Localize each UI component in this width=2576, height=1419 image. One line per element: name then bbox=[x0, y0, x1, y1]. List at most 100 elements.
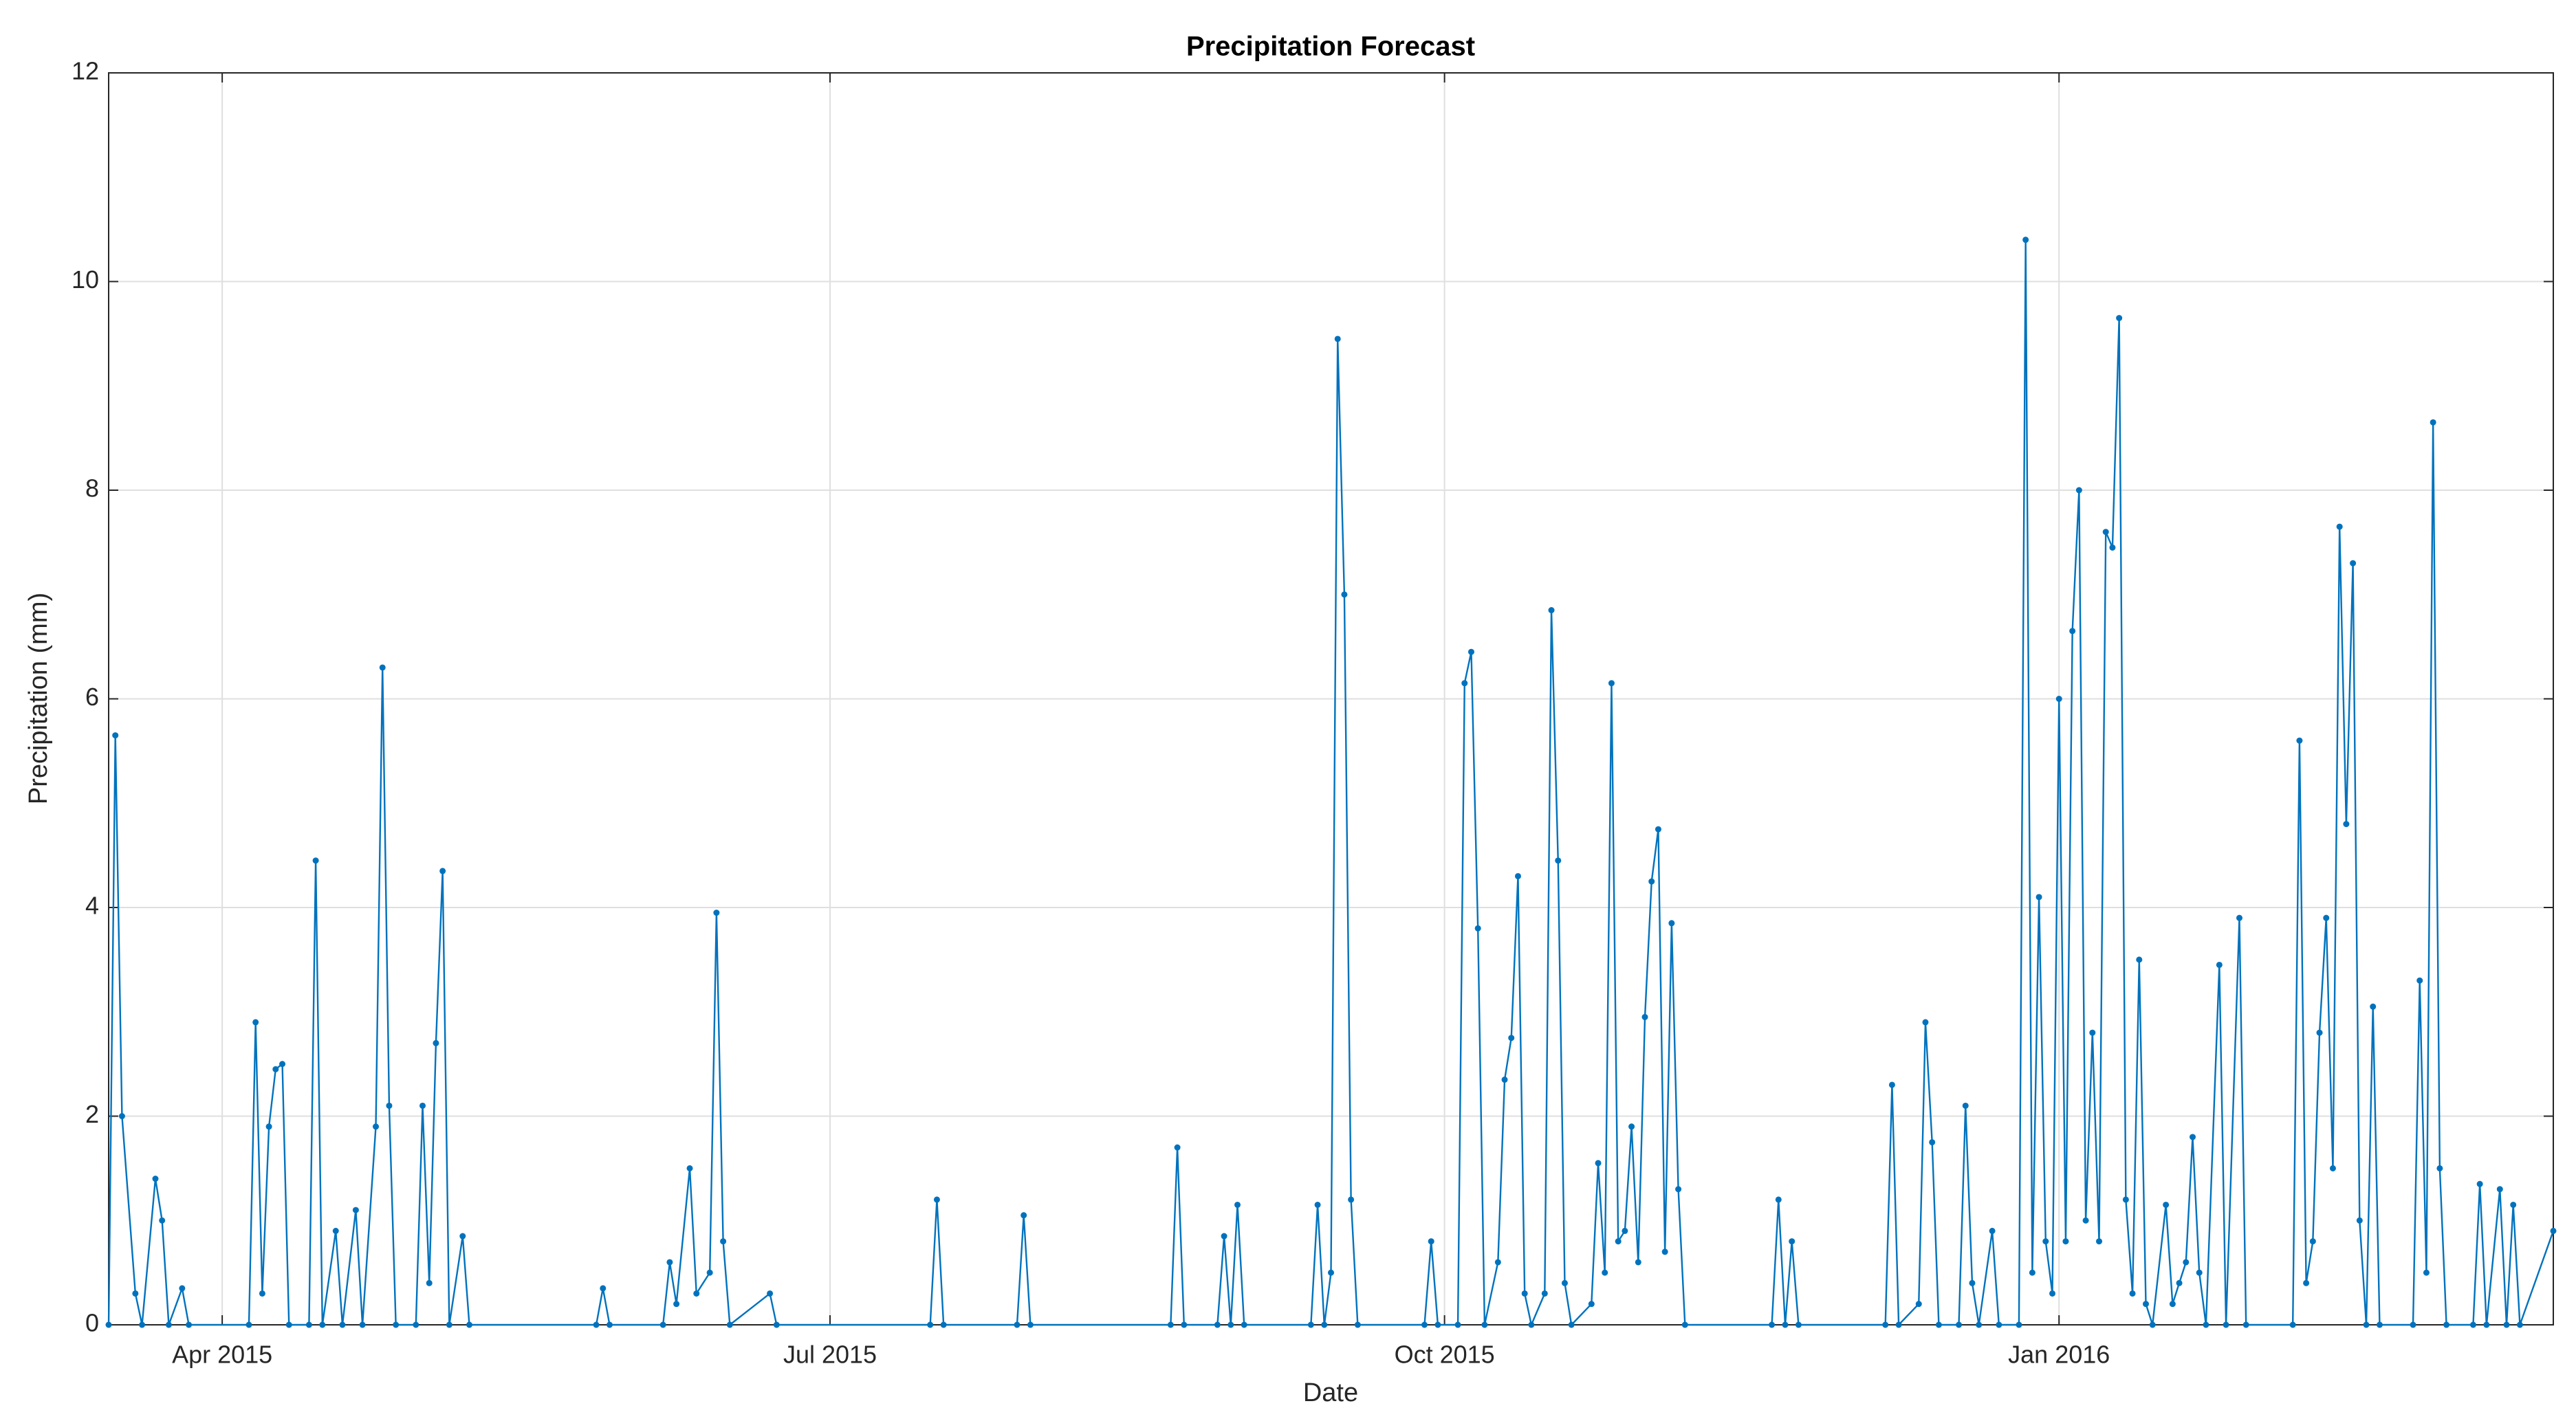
data-point bbox=[713, 910, 720, 916]
data-point bbox=[2430, 419, 2436, 426]
data-point bbox=[2089, 1029, 2096, 1036]
data-point bbox=[265, 1123, 272, 1130]
data-point bbox=[1622, 1227, 1628, 1234]
data-point bbox=[359, 1321, 366, 1328]
data-point bbox=[2483, 1321, 2490, 1328]
y-tick-label: 2 bbox=[85, 1100, 99, 1128]
data-point bbox=[927, 1321, 934, 1328]
data-point bbox=[1628, 1123, 1635, 1130]
data-point bbox=[112, 732, 119, 739]
data-point bbox=[433, 1040, 439, 1046]
data-point bbox=[2510, 1201, 2517, 1208]
data-point bbox=[1341, 591, 1348, 598]
data-point bbox=[1675, 1186, 1682, 1193]
data-point bbox=[1014, 1321, 1020, 1328]
data-point bbox=[305, 1321, 312, 1328]
data-point bbox=[2022, 236, 2029, 243]
data-point bbox=[159, 1217, 166, 1224]
data-point bbox=[279, 1061, 286, 1068]
data-point bbox=[152, 1176, 159, 1182]
data-point bbox=[1888, 1081, 1895, 1088]
data-point bbox=[720, 1238, 727, 1245]
data-point bbox=[379, 664, 386, 671]
data-point bbox=[1789, 1238, 1795, 1245]
data-point bbox=[673, 1301, 680, 1308]
data-point bbox=[1769, 1321, 1776, 1328]
data-point bbox=[1555, 857, 1562, 864]
x-axis-label: Date bbox=[1303, 1378, 1358, 1407]
data-point bbox=[2356, 1217, 2363, 1224]
data-point bbox=[393, 1321, 400, 1328]
data-point bbox=[2316, 1029, 2323, 1036]
data-point bbox=[1501, 1076, 1508, 1083]
data-point bbox=[1314, 1201, 1321, 1208]
data-point bbox=[1354, 1321, 1361, 1328]
data-point bbox=[2309, 1238, 2316, 1245]
data-point bbox=[1989, 1227, 1996, 1234]
data-point bbox=[2423, 1269, 2430, 1276]
data-point bbox=[2503, 1321, 2510, 1328]
data-point bbox=[165, 1321, 172, 1328]
data-point bbox=[1608, 680, 1615, 687]
data-point bbox=[726, 1321, 733, 1328]
data-point bbox=[1775, 1196, 1782, 1203]
data-point bbox=[1681, 1321, 1688, 1328]
data-point bbox=[2236, 914, 2242, 921]
data-point bbox=[2496, 1186, 2503, 1193]
data-point bbox=[1508, 1035, 1515, 1042]
data-point bbox=[413, 1321, 419, 1328]
data-point bbox=[439, 868, 446, 874]
data-point bbox=[1234, 1201, 1241, 1208]
y-tick-label: 8 bbox=[85, 474, 99, 503]
data-point bbox=[1227, 1321, 1234, 1328]
data-point bbox=[2343, 821, 2350, 828]
data-point bbox=[332, 1227, 339, 1234]
data-point bbox=[1428, 1238, 1434, 1245]
x-tick-label: Jan 2016 bbox=[2008, 1341, 2110, 1369]
data-point bbox=[2223, 1321, 2229, 1328]
data-point bbox=[139, 1321, 146, 1328]
data-point bbox=[319, 1321, 326, 1328]
data-point bbox=[1935, 1321, 1942, 1328]
data-point bbox=[2189, 1134, 2196, 1141]
data-point bbox=[1481, 1321, 1488, 1328]
data-point bbox=[1635, 1259, 1641, 1266]
data-point bbox=[386, 1102, 393, 1109]
data-point bbox=[1474, 925, 1481, 932]
data-point bbox=[686, 1165, 693, 1172]
data-point bbox=[2129, 1290, 2136, 1297]
data-point bbox=[1461, 680, 1468, 687]
data-point bbox=[1221, 1233, 1227, 1240]
data-point bbox=[373, 1123, 380, 1130]
data-point bbox=[1241, 1321, 1247, 1328]
data-point bbox=[1661, 1248, 1668, 1255]
data-point bbox=[1588, 1301, 1595, 1308]
data-point bbox=[1895, 1321, 1902, 1328]
data-point bbox=[706, 1269, 713, 1276]
data-point bbox=[1956, 1321, 1963, 1328]
data-point bbox=[2323, 914, 2330, 921]
data-point bbox=[132, 1290, 139, 1297]
data-point bbox=[1969, 1279, 1976, 1286]
data-point bbox=[2416, 977, 2423, 984]
data-point bbox=[2075, 487, 2082, 494]
data-point bbox=[2062, 1238, 2069, 1245]
data-point bbox=[2242, 1321, 2249, 1328]
data-point bbox=[2042, 1238, 2049, 1245]
data-point bbox=[666, 1259, 673, 1266]
data-point bbox=[659, 1321, 666, 1328]
data-point bbox=[767, 1290, 774, 1297]
data-point bbox=[2203, 1321, 2209, 1328]
data-point bbox=[1020, 1212, 1027, 1219]
data-point bbox=[1568, 1321, 1575, 1328]
data-point bbox=[773, 1321, 780, 1328]
data-point bbox=[1514, 872, 1521, 879]
data-line bbox=[107, 239, 2555, 1326]
data-point bbox=[2336, 523, 2343, 530]
data-point bbox=[1528, 1321, 1535, 1328]
data-point bbox=[2136, 956, 2143, 963]
data-point bbox=[1421, 1321, 1428, 1328]
data-point bbox=[2443, 1321, 2450, 1328]
